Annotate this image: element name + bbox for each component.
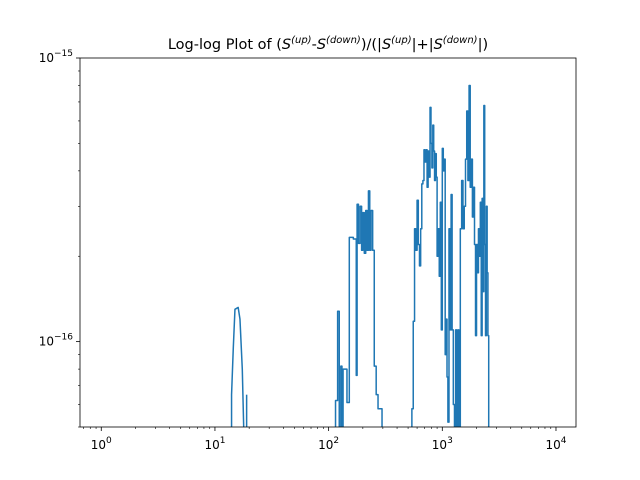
series-line-segment-0-0 — [230, 306, 245, 427]
x-tick-label-exp: 0 — [106, 436, 112, 446]
plot-frame — [79, 57, 577, 428]
title-sup-down: (down) — [326, 35, 361, 46]
y-tick-label-exp: −15 — [54, 49, 73, 59]
x-axis: 100 101 102 103 104 — [83, 427, 567, 452]
x-tick-label: 104 — [545, 436, 566, 452]
y-tick-label-base: 10 — [39, 335, 54, 349]
x-tick-label-base: 10 — [545, 438, 560, 452]
x-tick-label-exp: 4 — [561, 436, 567, 446]
title-s-up-2: S — [382, 37, 391, 53]
y-tick-label-base: 10 — [39, 51, 54, 65]
x-tick-label-base: 10 — [318, 438, 333, 452]
x-tick-label-exp: 1 — [220, 436, 226, 446]
chart-title: Log-log Plot of (S(up)-S(down))/(|S(up)|… — [168, 35, 488, 53]
title-sep: |+| — [412, 37, 434, 53]
title-sup-up: (up) — [291, 35, 312, 46]
x-tick-label-exp: 2 — [333, 436, 339, 446]
title-end: |) — [478, 37, 489, 53]
x-tick-label-exp: 3 — [447, 436, 453, 446]
title-mid: )/(| — [361, 37, 382, 53]
title-s-down: S — [317, 37, 326, 53]
series-layer — [230, 84, 490, 427]
x-tick-label: 102 — [318, 436, 339, 452]
series-line-segment-0-3 — [411, 84, 490, 427]
x-tick-label: 101 — [204, 436, 225, 452]
title-prefix: Log-log Plot of ( — [168, 37, 282, 53]
x-tick-label: 100 — [91, 436, 112, 452]
x-tick-label-base: 10 — [204, 438, 219, 452]
title-sup-up-2: (up) — [391, 35, 412, 46]
series-line-segment-0-2 — [334, 190, 383, 427]
y-tick-label-exp: −16 — [54, 333, 73, 343]
x-tick-label-base: 10 — [91, 438, 106, 452]
x-tick-label-base: 10 — [432, 438, 447, 452]
y-tick-label: 10−15 — [39, 49, 73, 65]
title-s-down-2: S — [434, 37, 443, 53]
y-tick-label: 10−16 — [39, 333, 74, 349]
title-sup-down-2: (down) — [443, 35, 478, 46]
x-tick-label: 103 — [432, 436, 453, 452]
title-s-up: S — [282, 37, 291, 53]
title-dash: - — [312, 37, 317, 53]
